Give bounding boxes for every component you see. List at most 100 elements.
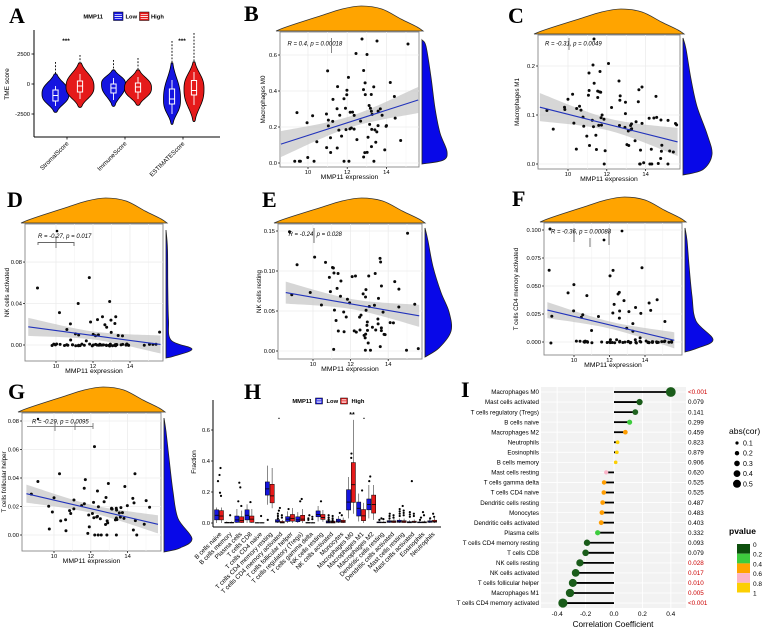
svg-text:0.028: 0.028	[688, 560, 704, 567]
svg-text:0.00: 0.00	[264, 349, 275, 355]
svg-text:Dendritic cells activated: Dendritic cells activated	[474, 520, 540, 527]
svg-text:T cells follicular helper: T cells follicular helper	[478, 580, 539, 587]
svg-text:B cells naive: B cells naive	[504, 419, 539, 426]
svg-text:***: ***	[62, 38, 70, 45]
svg-text:0.079: 0.079	[688, 550, 704, 557]
svg-text:0.075: 0.075	[526, 256, 541, 262]
svg-text:0.00: 0.00	[8, 533, 19, 539]
svg-text:12: 12	[90, 364, 96, 370]
svg-text:0.100: 0.100	[526, 228, 541, 234]
svg-text:0.403: 0.403	[688, 520, 704, 527]
svg-text:0.093: 0.093	[688, 540, 704, 547]
svg-text:D: D	[7, 187, 23, 212]
svg-text:H: H	[244, 379, 261, 404]
svg-text:NK cells resting: NK cells resting	[256, 269, 263, 313]
svg-text:-2500: -2500	[15, 112, 30, 118]
svg-text:abs(cor): abs(cor)	[729, 426, 760, 436]
svg-text:.: .	[278, 412, 280, 421]
svg-text:0.0: 0.0	[527, 162, 535, 168]
svg-text:High: High	[352, 399, 365, 405]
svg-text:C: C	[508, 3, 524, 28]
svg-text:0.1: 0.1	[743, 441, 753, 448]
svg-text:0.02: 0.02	[8, 505, 19, 511]
svg-text:G: G	[8, 379, 25, 404]
svg-text:0.2: 0.2	[527, 64, 535, 70]
svg-text:0.879: 0.879	[688, 450, 704, 457]
svg-text:0.487: 0.487	[688, 500, 704, 507]
svg-text:MMP11 expression: MMP11 expression	[321, 366, 379, 373]
svg-text:Low: Low	[126, 15, 138, 21]
svg-text:**: **	[349, 412, 355, 419]
svg-text:0.04: 0.04	[11, 302, 23, 308]
svg-text:0.906: 0.906	[688, 460, 704, 467]
svg-text:Fraction: Fraction	[191, 450, 198, 474]
svg-text:MMP11 expression: MMP11 expression	[65, 368, 123, 375]
svg-text:1: 1	[753, 591, 757, 598]
svg-text:E: E	[262, 187, 277, 212]
svg-text:0.15: 0.15	[264, 229, 275, 235]
svg-text:0.4: 0.4	[753, 561, 762, 568]
svg-text:T cells CD4 naive: T cells CD4 naive	[491, 490, 540, 497]
svg-text:T cells CD4 memory resting: T cells CD4 memory resting	[463, 540, 540, 547]
svg-text:0.8: 0.8	[753, 581, 762, 588]
svg-text:0.010: 0.010	[688, 580, 704, 587]
svg-text:0.6: 0.6	[753, 571, 762, 578]
svg-text:10: 10	[571, 358, 577, 364]
svg-text:0.08: 0.08	[8, 419, 19, 425]
svg-text:MMP11 expression: MMP11 expression	[584, 362, 642, 369]
svg-text:12: 12	[344, 170, 350, 176]
svg-text:F: F	[512, 186, 525, 211]
svg-text:14: 14	[383, 170, 390, 176]
svg-text:Dendritic cells resting: Dendritic cells resting	[480, 500, 539, 507]
svg-text:12: 12	[604, 172, 610, 178]
svg-text:R = -0.24, p = 0.028: R = -0.24, p = 0.028	[289, 232, 343, 238]
svg-text:Mast cells activated: Mast cells activated	[485, 399, 540, 406]
svg-text:0.141: 0.141	[688, 409, 704, 416]
svg-text:A: A	[9, 3, 25, 28]
svg-text:0.0: 0.0	[202, 521, 210, 527]
svg-text:pvalue: pvalue	[729, 526, 756, 536]
svg-text:Macrophages M1: Macrophages M1	[491, 590, 539, 597]
svg-text:10: 10	[305, 170, 311, 176]
svg-text:TME score: TME score	[4, 68, 11, 100]
svg-text:<0.001: <0.001	[688, 600, 708, 607]
svg-text:14: 14	[124, 554, 131, 560]
svg-text:0.332: 0.332	[688, 530, 704, 537]
svg-text:Correlation Coefficient: Correlation Coefficient	[573, 620, 655, 629]
svg-text:14: 14	[127, 364, 134, 370]
svg-text:0.10: 0.10	[264, 269, 275, 275]
svg-text:MMP11 expression: MMP11 expression	[321, 174, 379, 181]
svg-text:0.1: 0.1	[527, 113, 535, 119]
svg-text:12: 12	[347, 362, 353, 368]
svg-text:14: 14	[642, 358, 649, 364]
svg-text:Eosinophils: Eosinophils	[507, 450, 539, 457]
svg-text:Mast cells resting: Mast cells resting	[491, 470, 539, 477]
svg-text:0.620: 0.620	[688, 470, 704, 477]
svg-text:14: 14	[385, 362, 392, 368]
svg-text:0.2: 0.2	[202, 490, 210, 496]
svg-text:10: 10	[51, 554, 57, 560]
svg-text:Macrophages M1: Macrophages M1	[514, 78, 521, 126]
svg-text:0.6: 0.6	[269, 53, 277, 59]
svg-text:0.4: 0.4	[743, 471, 753, 478]
svg-text:12: 12	[606, 358, 612, 364]
svg-text:0.0: 0.0	[269, 161, 277, 167]
svg-text:0.483: 0.483	[688, 510, 704, 517]
svg-text:NK cells resting: NK cells resting	[496, 560, 540, 567]
svg-text:0.050: 0.050	[526, 284, 541, 290]
svg-text:NK cells activated: NK cells activated	[4, 267, 11, 317]
svg-text:T cells follicular helper: T cells follicular helper	[1, 451, 8, 512]
svg-text:Monocytes: Monocytes	[509, 510, 539, 517]
svg-text:Low: Low	[327, 399, 339, 405]
svg-text:0.005: 0.005	[688, 590, 704, 597]
svg-text:0.06: 0.06	[8, 448, 19, 454]
svg-text:0.079: 0.079	[688, 399, 704, 406]
svg-text:T cells CD4 memory activated: T cells CD4 memory activated	[513, 247, 520, 330]
svg-text:0.4: 0.4	[202, 459, 211, 465]
svg-text:MMP11: MMP11	[83, 15, 103, 21]
svg-text:0.2: 0.2	[638, 611, 647, 618]
svg-text:0.017: 0.017	[688, 570, 704, 577]
svg-text:Macrophages M0: Macrophages M0	[260, 75, 267, 123]
svg-text:0.525: 0.525	[688, 490, 704, 497]
svg-text:0.0: 0.0	[609, 611, 618, 618]
